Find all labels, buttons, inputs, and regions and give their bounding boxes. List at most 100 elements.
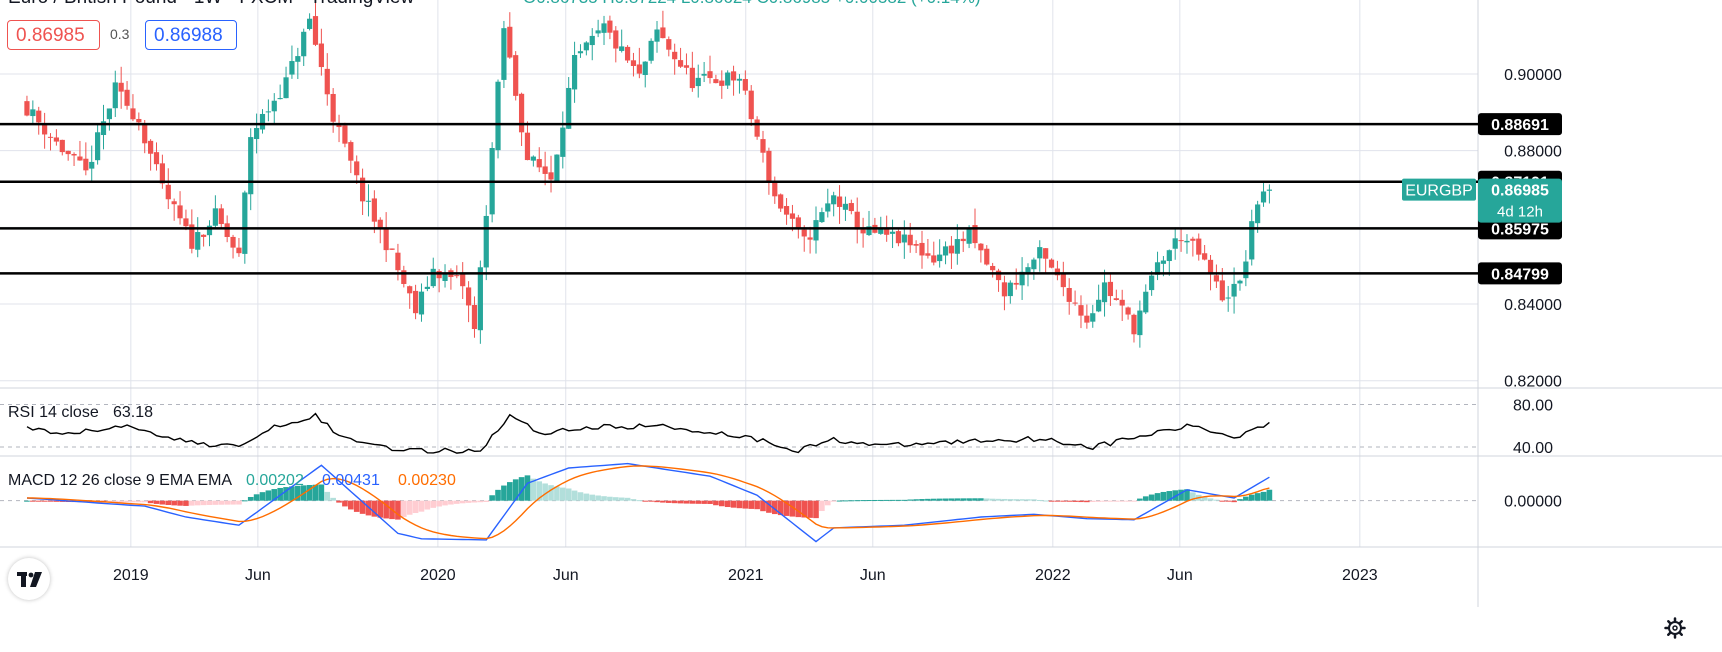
candle-down [931, 255, 937, 263]
macd-histogram-bar [259, 492, 266, 501]
macd-histogram-bar [130, 500, 136, 503]
macd-histogram-bar [359, 500, 366, 514]
level-price-label [1478, 113, 1562, 136]
candle-up [1154, 262, 1161, 275]
candle-up [295, 56, 301, 62]
candle-down [518, 93, 525, 133]
candle-up [601, 23, 607, 33]
candle-down [324, 68, 330, 95]
macd-histogram-bar [883, 499, 890, 501]
candle-down [730, 71, 737, 81]
candle-up [430, 268, 436, 287]
macd-histogram-bar [306, 484, 313, 501]
macd-histogram-bar [1131, 500, 1137, 502]
candle-down [754, 119, 760, 137]
time-axis-label: 2020 [420, 567, 456, 584]
candle-down [24, 101, 30, 116]
macd-histogram-bar [936, 498, 943, 501]
macd-histogram-bar [153, 500, 160, 504]
macd-histogram-bar [218, 500, 225, 505]
candle-up [619, 46, 625, 51]
rsi-legend-label: RSI 14 close [8, 404, 99, 421]
macd-histogram-bar [124, 500, 130, 503]
candle-down [1119, 299, 1125, 306]
macd-histogram-bar [760, 500, 766, 512]
macd-legend-histogram: 0.00202 [246, 472, 304, 489]
macd-histogram-bar [206, 500, 213, 505]
level-price-label [1478, 262, 1562, 285]
candle-up [306, 18, 313, 29]
macd-histogram-bar [654, 500, 660, 503]
rsi-axis-label: 40.00 [1513, 440, 1553, 457]
candle-up [212, 208, 218, 226]
bid-price-box[interactable]: 0.86985 [7, 20, 100, 50]
macd-histogram-bar [483, 500, 490, 502]
macd-histogram-bar [1107, 500, 1114, 502]
macd-histogram-bar [577, 492, 584, 501]
candle-down [854, 211, 860, 230]
macd-legend-label: MACD 12 26 close 9 EMA EMA [8, 472, 232, 489]
settings-gear-icon[interactable] [1663, 616, 1687, 640]
macd-histogram-bar [1237, 499, 1243, 501]
candle-up [648, 40, 654, 61]
candle-up [277, 98, 283, 100]
macd-histogram-bar [289, 486, 295, 501]
candle-down [677, 60, 684, 67]
candle-up [106, 108, 112, 120]
rsi-axis-label: 80.00 [1513, 398, 1553, 415]
macd-histogram-bar [1219, 500, 1226, 502]
macd-histogram-bar [618, 497, 625, 501]
macd-histogram-bar [412, 500, 419, 514]
macd-histogram-bar [377, 500, 384, 518]
level-price-text: 0.84799 [1491, 266, 1549, 283]
candle-down [860, 229, 866, 234]
candle-down [1113, 298, 1119, 301]
candle-down [748, 90, 754, 120]
macd-histogram-bar [895, 499, 902, 501]
candle-up [271, 100, 277, 112]
candle-up [966, 227, 972, 244]
macd-histogram-bar [1254, 493, 1261, 501]
macd-histogram-bar [942, 498, 949, 501]
macd-histogram-bar [1078, 500, 1084, 503]
candle-down [1078, 305, 1084, 316]
candle-up [477, 267, 483, 331]
candle-down [1190, 238, 1196, 241]
macd-histogram-bar [430, 500, 437, 508]
candle-up [1143, 291, 1149, 313]
macd-histogram-bar [624, 497, 631, 501]
symbol-name-text: EURGBP [1405, 183, 1473, 200]
macd-histogram-bar [1160, 491, 1167, 501]
candle-up [1101, 282, 1108, 303]
candle-down [71, 153, 77, 156]
candle-down [318, 43, 324, 68]
candle-up [725, 72, 731, 86]
macd-histogram-bar [348, 500, 354, 510]
macd-histogram-bar [1113, 500, 1120, 502]
tradingview-logo[interactable] [8, 558, 50, 600]
indicator-lines [26, 412, 1270, 543]
candle-up [595, 30, 601, 34]
macd-histogram-bar [877, 499, 884, 501]
macd-histogram-bar [495, 489, 501, 501]
macd-histogram-bar [695, 500, 702, 504]
macd-histogram-bar [212, 500, 219, 505]
macd-histogram-bar [47, 500, 54, 502]
ohlc-readout: O0.86735 H0.87224 L0.86624 C0.86985 +0.0… [523, 0, 980, 7]
candle-down [1207, 259, 1214, 275]
candle-up [736, 78, 743, 81]
candle-down [925, 253, 931, 256]
tradingview-logo-icon [17, 572, 42, 587]
horizontal-levels [0, 122, 1478, 275]
ask-price-box[interactable]: 0.86988 [145, 20, 237, 50]
candle-down [395, 252, 401, 271]
label-layer: Euro / British Pound · 1W · FXCM · Tradi… [8, 0, 1562, 489]
candle-down [995, 270, 1002, 281]
macd-histogram-bar [1213, 499, 1220, 501]
candle-down [218, 208, 224, 225]
macd-histogram-bar [548, 485, 554, 501]
candle-up [442, 272, 448, 281]
candle-down [948, 245, 955, 254]
macd-histogram-bar [277, 487, 283, 501]
